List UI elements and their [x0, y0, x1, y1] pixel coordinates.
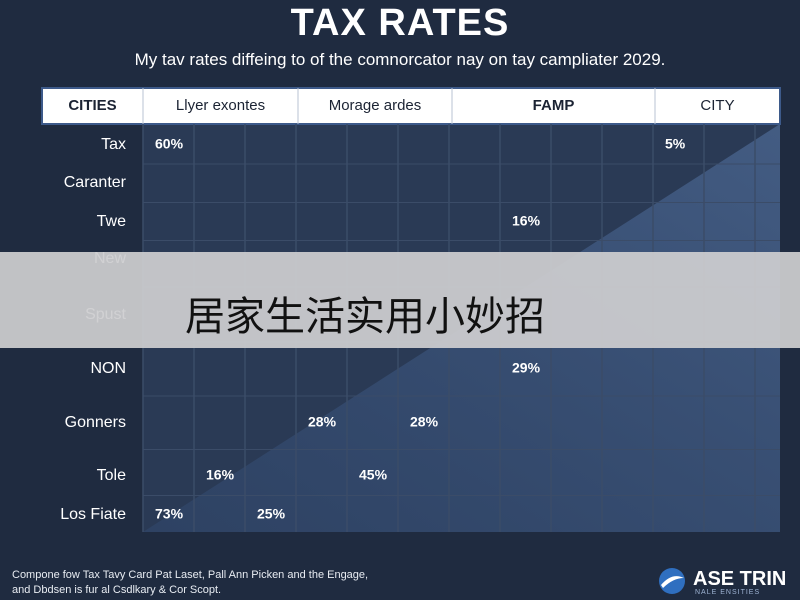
- cell-value: 5%: [665, 136, 686, 152]
- row-label: Los Fiate: [60, 506, 126, 523]
- row-label: Tax: [101, 136, 126, 153]
- column-header: Llyer exontes: [176, 97, 265, 114]
- footer-line: and Dbdsen is fur al Csdlkary & Cor Scop…: [12, 584, 222, 596]
- cell-value: 28%: [308, 414, 337, 430]
- cell-value: 25%: [257, 506, 286, 522]
- logo-tagline: NALE ENSITIES: [695, 589, 761, 596]
- header-row: [42, 88, 780, 124]
- cell-value: 73%: [155, 506, 184, 522]
- logo-icon: [659, 568, 685, 594]
- column-header: CITIES: [68, 97, 116, 114]
- cell-value: 45%: [359, 467, 388, 483]
- banner-text: 居家生活实用小妙招: [185, 295, 545, 339]
- cell-value: 29%: [512, 360, 541, 376]
- logo-name: ASE TRIN: [693, 568, 787, 590]
- row-label: Twe: [97, 213, 126, 230]
- row-label: Gonners: [65, 414, 126, 431]
- cell-value: 28%: [410, 414, 439, 430]
- cell-value: 60%: [155, 136, 184, 152]
- row-label: Caranter: [64, 174, 127, 191]
- subtitle: My tav rates diffeing to of the comnorca…: [134, 50, 666, 69]
- column-header: FAMP: [533, 97, 575, 114]
- column-header: Morage ardes: [329, 97, 422, 114]
- row-label: NON: [90, 360, 126, 377]
- row-label: Tole: [97, 467, 126, 484]
- cell-value: 16%: [512, 213, 541, 229]
- cell-value: 16%: [206, 467, 235, 483]
- title: TAX RATES: [290, 2, 510, 44]
- header-border: [41, 87, 781, 125]
- banner: [0, 252, 800, 348]
- footer-line: Compone fow Tax Tavy Card Pat Laset, Pal…: [12, 569, 369, 581]
- column-header: CITY: [700, 97, 734, 114]
